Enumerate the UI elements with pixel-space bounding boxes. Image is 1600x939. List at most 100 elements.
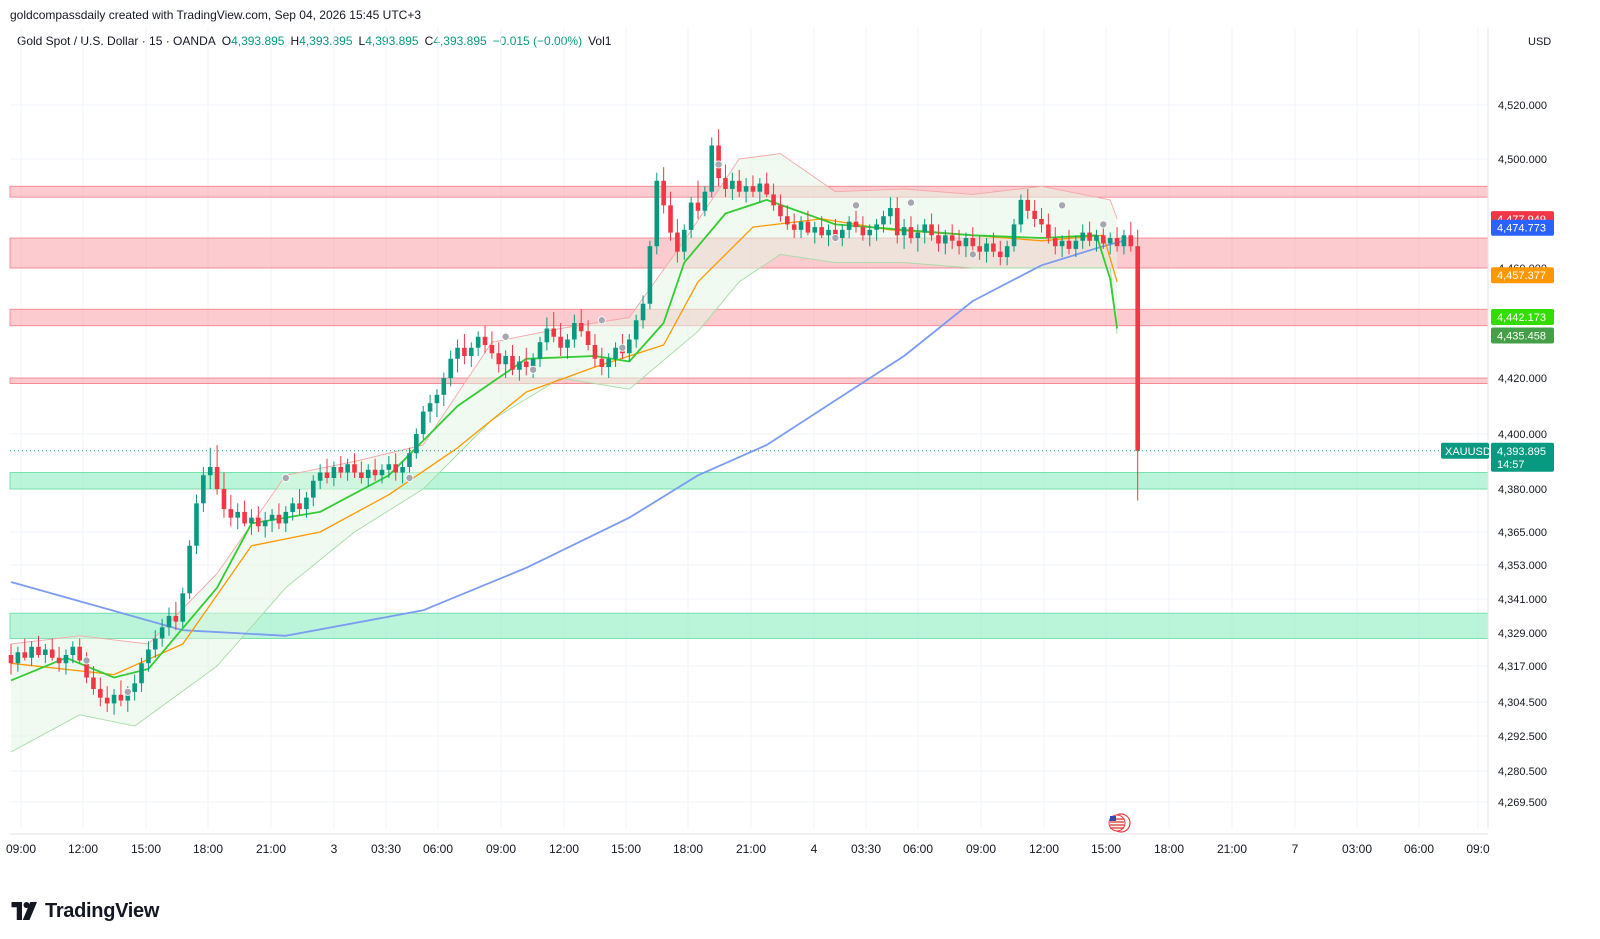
candle-body xyxy=(221,489,227,510)
signal-marker xyxy=(405,473,414,482)
candle xyxy=(187,540,192,599)
candle xyxy=(262,511,268,538)
candle xyxy=(558,323,563,356)
candle xyxy=(929,213,934,241)
candle xyxy=(668,191,673,241)
candle xyxy=(111,689,117,715)
candle xyxy=(235,503,241,530)
signal-marker xyxy=(852,201,861,210)
candle xyxy=(43,644,48,664)
price-tick-label: 4,380.000 xyxy=(1498,484,1547,496)
candle-body xyxy=(764,183,769,195)
candle-body xyxy=(304,497,309,510)
candle xyxy=(585,320,591,351)
price-tick-label: 4,400.000 xyxy=(1498,429,1547,441)
candle-body xyxy=(1121,235,1127,247)
time-tick-label: 21:00 xyxy=(256,842,286,856)
candle-body xyxy=(228,509,234,518)
candle xyxy=(661,167,666,214)
countdown-label: 14:57 xyxy=(1497,459,1525,471)
resistance-zone xyxy=(9,377,1489,384)
candle-body xyxy=(63,655,69,664)
candle xyxy=(310,475,316,507)
candle-body xyxy=(15,652,21,664)
candle xyxy=(372,458,378,481)
price-tick-label: 4,420.000 xyxy=(1498,373,1547,385)
candle xyxy=(146,641,151,672)
candle-body xyxy=(565,339,570,348)
symbol-title: Gold Spot / U.S. Dollar · 15 · OANDA xyxy=(17,34,216,48)
candle xyxy=(207,447,213,489)
candle xyxy=(104,686,110,712)
candle-body xyxy=(187,545,192,594)
candle xyxy=(771,183,776,211)
candle xyxy=(1011,218,1017,252)
currency-label[interactable]: USD xyxy=(1528,36,1552,48)
candle xyxy=(324,458,330,484)
last-price-badge-bg xyxy=(1491,442,1554,472)
candle xyxy=(98,677,103,707)
candle-body xyxy=(462,347,467,356)
candle xyxy=(757,178,763,203)
candle-body xyxy=(551,328,557,337)
candle-body xyxy=(702,191,708,211)
candle-body xyxy=(166,616,172,628)
indicator-lines xyxy=(10,199,1125,682)
candle-body xyxy=(139,663,144,684)
candle xyxy=(180,587,186,628)
candle-body xyxy=(970,238,976,247)
candle-body xyxy=(345,464,350,473)
price-badge-bg xyxy=(1491,219,1554,236)
candle-body xyxy=(736,180,742,192)
candle-body xyxy=(812,227,818,233)
candle-body xyxy=(1011,224,1017,247)
candle-body xyxy=(256,517,261,527)
candle xyxy=(1066,229,1072,255)
candle xyxy=(400,461,405,484)
candle xyxy=(640,295,646,329)
time-axis: 09:00 12:00 15:00 18:00 21:00 3 03:30 06:00 09:0… xyxy=(6,833,1490,856)
candle xyxy=(1059,235,1065,258)
candle xyxy=(70,641,76,664)
candle-body xyxy=(125,691,131,701)
candle xyxy=(812,221,818,244)
signal-marker xyxy=(1099,220,1108,229)
candle xyxy=(984,238,989,263)
time-tick-label: 06:00 xyxy=(423,842,453,856)
candle-body xyxy=(530,358,536,367)
candle xyxy=(874,218,879,241)
candle-body xyxy=(510,356,515,370)
candle xyxy=(592,334,598,367)
price-badge-label: 4,474.773 xyxy=(1497,223,1546,235)
candle-body xyxy=(276,514,282,524)
candle xyxy=(936,224,941,252)
signal-marker xyxy=(123,687,132,696)
resistance-zone xyxy=(9,308,1489,327)
price-tick-label: 4,317.000 xyxy=(1498,661,1547,673)
candle xyxy=(448,350,453,387)
candle xyxy=(379,464,385,484)
candle-body xyxy=(104,697,110,704)
candle xyxy=(1032,199,1037,228)
candle xyxy=(29,641,34,666)
candle-body xyxy=(791,224,797,230)
price-badge-bg xyxy=(1491,267,1554,284)
price-tick-label: 4,520.000 xyxy=(1498,100,1547,112)
attribution-text: goldcompassdaily created with TradingVie… xyxy=(10,8,422,22)
candle-body xyxy=(1046,224,1051,239)
candle-body xyxy=(8,655,14,664)
candle-body xyxy=(592,345,598,359)
candle xyxy=(908,216,914,244)
candle xyxy=(8,644,14,675)
candle-body xyxy=(963,238,969,247)
candle-body xyxy=(283,511,289,524)
candle xyxy=(956,229,962,255)
candle-body xyxy=(475,336,481,348)
candle-body xyxy=(943,235,948,244)
candle xyxy=(963,232,969,258)
candle xyxy=(503,350,508,378)
candle-body xyxy=(201,475,206,504)
candle xyxy=(572,314,577,348)
